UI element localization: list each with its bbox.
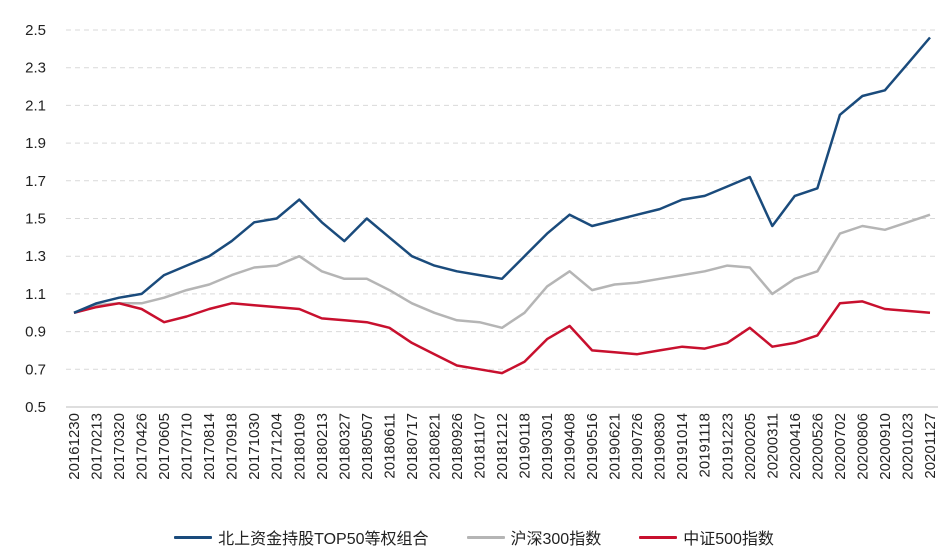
x-tick-label: 20170320 [111,413,128,480]
x-tick-label: 20180821 [426,413,443,480]
legend-label-top50: 北上资金持股TOP50等权组合 [218,531,429,548]
x-tick-label: 20200806 [854,413,871,480]
x-tick-label: 20181212 [494,413,511,480]
x-tick-label: 20190621 [607,413,624,480]
legend-swatch-zz500 [639,535,678,539]
series-line-0 [73,36,931,314]
legend-swatch-top50 [174,535,213,539]
x-tick-label: 20190830 [652,413,669,480]
x-tick-label: 20181107 [471,413,488,479]
x-tick-label: 20180327 [336,413,353,480]
legend-label-zz500: 中证500指数 [683,531,774,548]
y-tick-label: 2.1 [25,97,46,114]
x-tick-label: 20190408 [562,413,579,480]
y-tick-label: 1.1 [25,286,46,303]
grid-lines [66,29,938,370]
y-tick-label: 1.3 [25,248,46,265]
y-tick-label: 0.9 [25,324,46,341]
x-tick-label: 20190301 [539,413,556,480]
x-tick-label: 20180611 [381,413,398,479]
legend-swatch-hs300 [466,535,505,539]
x-tick-label: 20191014 [674,413,691,480]
x-tick-label: 20170710 [179,413,196,480]
legend-item-top50[interactable]: 北上资金持股TOP50等权组合 [174,525,429,549]
x-tick-label: 20200526 [809,413,826,480]
chart-legend: 北上资金持股TOP50等权组合 沪深300指数 中证500指数 [0,525,948,549]
series-lines [73,36,931,375]
x-tick-label: 20190516 [584,413,601,480]
x-tick-label: 20161230 [66,413,83,480]
y-tick-labels: 2.5 2.3 2.1 1.9 1.7 1.5 1.3 1.1 0.9 0.7 0.5 [25,22,46,416]
x-tick-label: 20201023 [899,413,916,480]
x-tick-label: 20170814 [201,413,218,480]
x-tick-label: 20170918 [224,413,241,480]
series-line-1 [73,213,931,330]
legend-label-hs300: 沪深300指数 [510,531,602,548]
y-tick-label: 0.7 [25,361,46,378]
x-tick-label: 20190118 [517,413,534,479]
x-tick-label: 20200205 [742,413,759,480]
y-tick-label: 2.5 [25,22,46,39]
x-tick-label: 20190726 [629,413,646,480]
y-tick-label: 1.7 [25,173,46,190]
x-tick-label: 20200311 [764,413,781,479]
x-tick-label: 20180926 [449,413,466,480]
x-tick-label: 20191223 [719,413,736,480]
x-tick-label: 20171204 [269,413,286,480]
x-tick-label: 20180507 [359,413,376,480]
y-tick-label: 0.5 [25,399,46,416]
legend-item-hs300[interactable]: 沪深300指数 [466,525,602,549]
x-tick-label: 20200416 [787,413,804,480]
x-tick-label: 20201127 [922,413,939,479]
x-tick-label: 20180109 [291,413,308,480]
x-tick-label: 20200910 [877,413,894,480]
x-tick-label: 20180213 [314,413,331,480]
x-tick-label: 20170605 [156,413,173,480]
x-tick-label: 20191118 [697,413,714,478]
y-tick-label: 1.5 [25,211,46,228]
x-tick-labels: 20161230 20170213 20170320 20170426 20170605… [66,413,939,480]
x-tick-label: 20171030 [246,413,263,480]
x-tick-label: 20170213 [89,413,106,480]
y-tick-label: 2.3 [25,60,46,77]
series-line-2 [73,300,931,375]
x-tick-label: 20170426 [134,413,151,480]
x-tick-label: 20180717 [404,413,421,480]
x-tick-label: 20200702 [832,413,849,480]
line-chart: 2.5 2.3 2.1 1.9 1.7 1.5 1.3 1.1 0.9 0.7 0.5 201612… [25,22,939,480]
legend-item-zz500[interactable]: 中证500指数 [639,525,774,549]
y-tick-label: 1.9 [25,135,46,152]
